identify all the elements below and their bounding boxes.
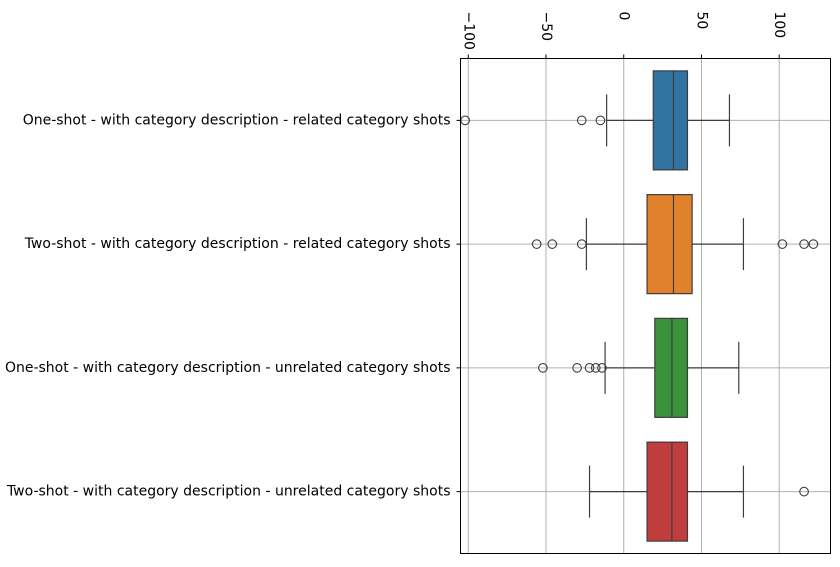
outlier-point <box>538 363 548 373</box>
x-tick-label: −50 <box>538 12 554 42</box>
box-group <box>460 70 731 171</box>
box-layer <box>460 70 819 542</box>
outlier-point <box>584 363 595 373</box>
box-iqr <box>652 70 689 171</box>
outlier-point <box>572 363 582 373</box>
category-label: Two-shot - with category description - r… <box>24 236 451 252</box>
outlier-point <box>531 239 542 249</box>
outlier-point <box>799 486 809 497</box>
box-group <box>538 317 740 418</box>
x-tick-label: 0 <box>616 12 632 21</box>
plot-frame <box>460 58 831 554</box>
category-label: One-shot - with category description - r… <box>23 112 451 128</box>
box-group <box>531 194 819 295</box>
outlier-point <box>597 363 607 373</box>
category-label: Two-shot - with category description - u… <box>6 484 451 500</box>
box-iqr <box>646 441 689 542</box>
outlier-point <box>808 239 819 249</box>
y-tick-layer: One-shot - with category description - r… <box>5 112 461 500</box>
outlier-point <box>576 115 587 126</box>
box-iqr <box>654 317 689 418</box>
category-label: One-shot - with category description - u… <box>5 360 451 376</box>
outlier-point <box>547 239 558 249</box>
outlier-point <box>576 239 587 249</box>
outlier-point <box>799 239 809 249</box>
outlier-point <box>590 363 601 373</box>
x-tick-label: 50 <box>693 12 709 30</box>
x-tick-layer: −100 −50 0 50 100 <box>460 12 787 59</box>
x-tick-label: −100 <box>460 12 476 50</box>
outlier-point <box>777 239 788 249</box>
grid-layer <box>460 58 831 554</box>
box-iqr <box>646 194 693 295</box>
box-group <box>588 441 809 542</box>
x-tick-label: 100 <box>771 12 787 39</box>
outlier-point <box>595 115 606 126</box>
